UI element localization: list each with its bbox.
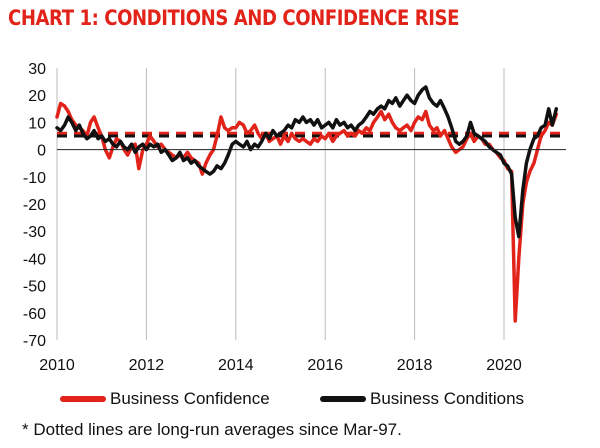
legend-label: Business Confidence (110, 389, 270, 408)
legend: Business Confidence Business Conditions (0, 389, 600, 417)
legend-swatch-red (60, 396, 106, 402)
vertical-gridlines (56, 68, 505, 340)
y-tick-label: -40 (23, 251, 46, 268)
legend-label: Business Conditions (370, 389, 525, 408)
series-lines (55, 85, 559, 323)
chart-title: CHART 1: CONDITIONS AND CONFIDENCE RISE (8, 6, 460, 30)
series-line-business-conditions (55, 85, 559, 239)
x-tick-label: 2012 (129, 357, 165, 374)
y-tick-label: 10 (28, 115, 46, 132)
y-tick-label: -50 (23, 279, 46, 296)
y-tick-label: 0 (37, 143, 46, 160)
legend-item-business-conditions: Business Conditions (320, 389, 524, 409)
legend-swatch-black (320, 396, 366, 402)
y-tick-label: -60 (23, 306, 46, 323)
footnote: * Dotted lines are long-run averages sin… (22, 420, 402, 439)
y-tick-label: -70 (23, 333, 46, 350)
series-line-business-confidence (55, 101, 559, 323)
y-tick-label: 30 (28, 61, 46, 78)
y-tick-label: -30 (23, 224, 46, 241)
x-tick-label: 2010 (39, 357, 75, 374)
y-tick-label: -10 (23, 170, 46, 187)
x-tick-label: 2018 (397, 357, 433, 374)
long-run-average-lines (57, 131, 566, 138)
legend-item-business-confidence: Business Confidence (60, 389, 270, 409)
y-tick-label: 20 (28, 88, 46, 105)
x-tick-label: 2014 (218, 357, 254, 374)
x-tick-label: 2016 (307, 357, 343, 374)
x-tick-label: 2020 (486, 357, 522, 374)
y-axis-tick-labels: 30 20 10 0 -10 -20 -30 -40 -50 -60 -70 (23, 61, 46, 350)
y-tick-label: -20 (23, 197, 46, 214)
x-axis-tick-labels: 2010 2012 2014 2016 2018 2020 (39, 357, 522, 374)
